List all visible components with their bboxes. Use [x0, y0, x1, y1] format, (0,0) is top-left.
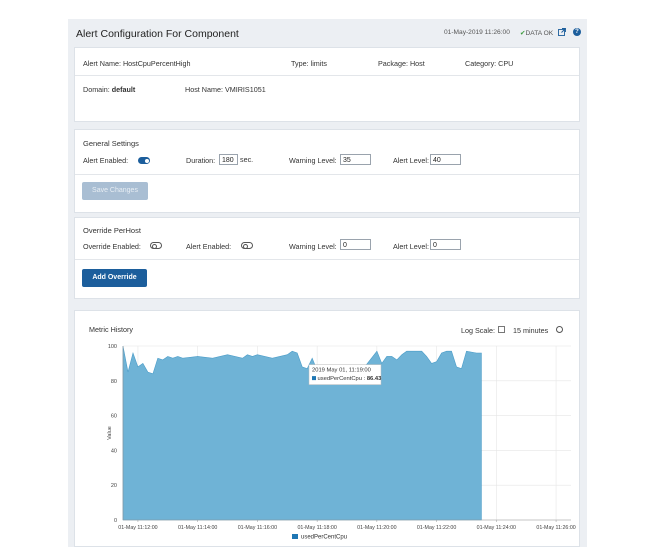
y-tick-label: 0	[114, 518, 117, 524]
alert-name-label: Alert Name:	[83, 59, 121, 68]
check-icon: ✔	[520, 30, 526, 37]
clock-icon[interactable]	[556, 326, 563, 333]
chart-axes	[122, 346, 571, 522]
host-field: Host Name: VMIRIS1051	[185, 85, 266, 94]
duration-label: Duration:	[186, 156, 216, 165]
data-timestamp: 01-May-2019 11:26:00	[444, 29, 510, 36]
y-tick-label: 20	[111, 483, 117, 489]
series-area-usedPerCentCpu	[122, 345, 482, 521]
category-value: CPU	[498, 59, 514, 68]
data-status: ✔DATA OK	[520, 29, 553, 37]
host-value: VMIRIS1051	[224, 85, 266, 94]
general-settings-title: General Settings	[83, 139, 139, 148]
override-alert-level-input[interactable]: 0	[430, 239, 461, 250]
x-tick-label: 01-May 11:22:00	[417, 525, 456, 531]
open-external-icon[interactable]	[558, 28, 566, 36]
alert-level-input[interactable]: 40	[430, 154, 461, 165]
divider	[75, 75, 579, 76]
x-tick-label: 01-May 11:18:00	[297, 525, 336, 531]
alert-info-panel: Alert Name: HostCpuPercentHigh Type: lim…	[74, 47, 580, 122]
package-field: Package: Host	[378, 59, 425, 68]
alert-name-value: HostCpuPercentHigh	[122, 59, 191, 68]
x-tick-label: 01-May 11:20:00	[357, 525, 396, 531]
alert-level-label: Alert Level:	[393, 156, 429, 165]
tooltip-time: 2019 May 01, 11:19:00	[312, 368, 371, 374]
x-tick-labels: 01-May 11:12:00 01-May 11:14:00 01-May 11:…	[118, 525, 576, 531]
legend-swatch	[292, 534, 298, 539]
metric-chart: 0 20 40 60 80 100 01-May 11:12:00 01-May 11:14…	[107, 344, 576, 541]
duration-unit: sec.	[240, 155, 254, 164]
toggle-knob	[145, 158, 149, 163]
x-tick-label: 01-May 11:14:00	[178, 525, 217, 531]
host-label: Host Name:	[185, 85, 223, 94]
override-warning-input[interactable]: 0	[340, 239, 371, 250]
tooltip-box	[308, 364, 382, 385]
tooltip-series-text: usedPerCentCpu : 86.43	[318, 376, 383, 382]
chart-legend: usedPerCentCpu	[292, 534, 347, 541]
duration-input[interactable]: 180	[219, 154, 238, 165]
y-tick-labels: 0 20 40 60 80 100	[108, 344, 117, 524]
domain-field: Domain: default	[83, 85, 135, 94]
warning-level-label: Warning Level:	[289, 156, 337, 165]
override-warning-label: Warning Level:	[289, 242, 337, 251]
divider	[75, 174, 579, 175]
package-value: Host	[409, 59, 425, 68]
page-title: Alert Configuration For Component	[76, 28, 239, 40]
x-tick-label: 01-May 11:24:00	[477, 525, 516, 531]
divider	[75, 259, 579, 260]
y-tick-label: 40	[111, 448, 117, 454]
log-scale-checkbox[interactable]	[498, 326, 505, 333]
toggle-knob	[243, 243, 248, 249]
override-alert-level-label: Alert Level:	[393, 242, 429, 251]
domain-label: Domain:	[83, 85, 110, 94]
save-changes-button[interactable]: Save Changes	[82, 182, 148, 200]
alert-name-field: Alert Name: HostCpuPercentHigh	[83, 59, 190, 68]
package-label: Package:	[378, 59, 408, 68]
category-label: Category:	[465, 59, 497, 68]
legend-label: usedPerCentCpu	[301, 535, 347, 541]
time-range-label[interactable]: 15 minutes	[513, 326, 549, 335]
override-panel: Override PerHost Override Enabled: Alert…	[74, 217, 580, 299]
domain-value: default	[111, 85, 136, 94]
x-tick-label: 01-May 11:12:00	[118, 525, 157, 531]
metric-history-panel: Metric History Log Scale: 15 minutes 0 20…	[74, 310, 580, 547]
alert-config-window: Alert Configuration For Component 01-May…	[68, 19, 587, 547]
x-tick-label: 01-May 11:26:00	[536, 525, 575, 531]
override-alert-enabled-toggle[interactable]	[241, 242, 253, 249]
warning-level-input[interactable]: 35	[340, 154, 371, 165]
type-label: Type:	[291, 59, 309, 68]
y-axis-label: Value	[107, 426, 113, 440]
type-field: Type: limits	[291, 59, 327, 68]
metric-history-title: Metric History	[89, 325, 133, 334]
category-field: Category: CPU	[465, 59, 513, 68]
override-title: Override PerHost	[83, 226, 141, 235]
add-override-button[interactable]: Add Override	[82, 269, 147, 287]
tooltip-series-name: usedPerCentCpu	[318, 376, 362, 382]
x-tick-label: 01-May 11:16:00	[238, 525, 277, 531]
data-status-label: DATA OK	[525, 30, 554, 37]
tooltip-series-swatch	[312, 376, 316, 381]
help-icon[interactable]: ?	[573, 28, 581, 36]
alert-enabled-toggle[interactable]	[138, 157, 150, 164]
general-settings-panel: General Settings Alert Enabled: Duration…	[74, 129, 580, 213]
y-tick-label: 80	[111, 379, 117, 385]
y-tick-label: 60	[111, 414, 117, 420]
log-scale-label: Log Scale:	[461, 326, 495, 335]
tooltip-value: 86.43	[367, 376, 382, 382]
type-value: limits	[310, 59, 327, 68]
override-enabled-label: Override Enabled:	[83, 242, 141, 251]
override-alert-enabled-label: Alert Enabled:	[186, 242, 232, 251]
title-bar: Alert Configuration For Component 01-May…	[68, 19, 587, 45]
override-enabled-toggle[interactable]	[150, 242, 162, 249]
y-tick-label: 100	[108, 344, 117, 350]
alert-enabled-label: Alert Enabled:	[83, 156, 129, 165]
chart-tooltip: 2019 May 01, 11:19:00 usedPerCentCpu : 8…	[308, 364, 383, 385]
toggle-knob	[152, 243, 157, 249]
